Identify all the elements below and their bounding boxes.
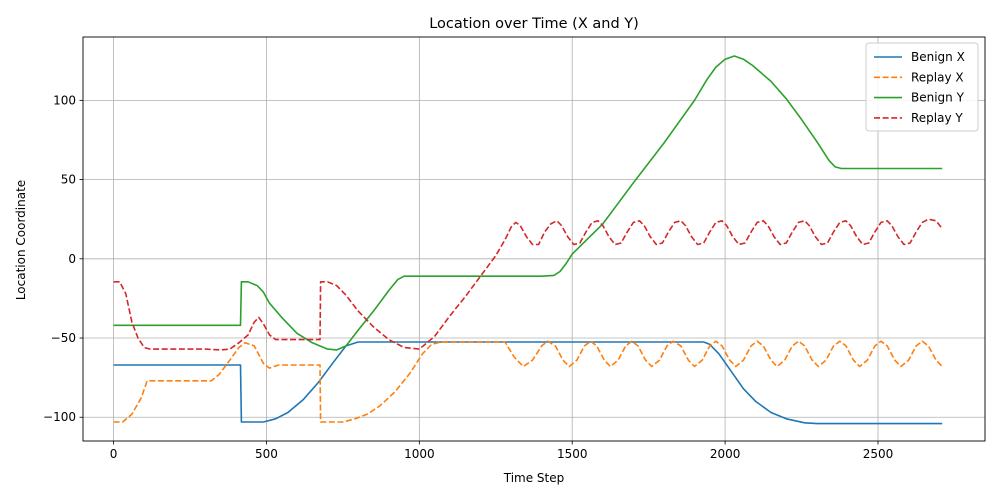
- x-tick-label: 2000: [710, 447, 741, 461]
- y-axis-title: Location Coordinate: [14, 180, 28, 300]
- x-tick-label: 1500: [557, 447, 588, 461]
- plot-area-frame: [82, 36, 986, 442]
- legend-box: [865, 42, 979, 132]
- legend-label-replay-x: Replay X: [911, 70, 964, 84]
- x-axis-title: Time Step: [503, 471, 565, 485]
- legend-label-benign-x: Benign X: [911, 50, 965, 64]
- legend-label-replay-y: Replay Y: [911, 111, 963, 125]
- legend: Benign X Replay X Benign Y Replay Y: [865, 42, 979, 132]
- x-tick-label: 0: [110, 447, 118, 461]
- x-tick-label: 1000: [404, 447, 435, 461]
- y-tick-label: 100: [53, 93, 76, 107]
- y-tick-label: −100: [43, 410, 76, 424]
- grid-lines: [83, 37, 985, 441]
- x-tick-label: 500: [255, 447, 278, 461]
- series-lines: [113, 55, 943, 425]
- axis-ticks: 0 500 1000 1500 2000 2500 −100 −50 0 50 100: [43, 93, 893, 461]
- series-line-benign-y: [113, 55, 943, 351]
- y-tick-label: 0: [68, 252, 76, 266]
- series-line-replay-x: [113, 340, 943, 423]
- series-line-replay-y: [113, 218, 943, 351]
- x-tick-label: 2500: [863, 447, 894, 461]
- series-line-benign-x: [113, 341, 943, 425]
- legend-label-benign-y: Benign Y: [911, 91, 965, 105]
- y-tick-label: −50: [51, 331, 76, 345]
- chart-title: Location over Time (X and Y): [429, 16, 639, 32]
- y-tick-label: 50: [61, 173, 76, 187]
